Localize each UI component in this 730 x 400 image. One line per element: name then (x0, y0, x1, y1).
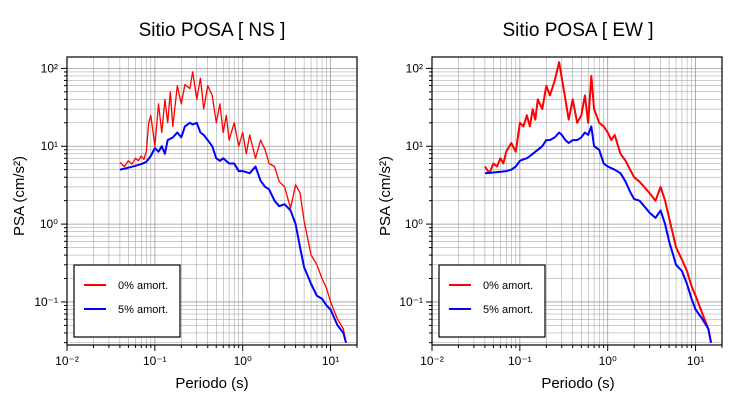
legend: 0% amort. 5% amort. (438, 264, 546, 338)
legend-label: 0% amort. (483, 280, 533, 292)
ticks (61, 67, 358, 351)
legend-label: 0% amort. (118, 280, 168, 292)
x-tick-label: 10⁻² (55, 354, 79, 368)
x-tick-label: 10¹ (322, 354, 339, 368)
ticks (426, 67, 723, 351)
y-tick-label: 10² (41, 61, 58, 75)
x-tick-label: 10⁻¹ (143, 354, 167, 368)
y-axis-label: PSA (cm/s²) (377, 156, 394, 236)
y-tick-label: 10⁻¹ (399, 295, 423, 309)
chart-panel-ns: Sitio POSA [ NS ] Periodo (s) PSA (cm/s²… (11, 20, 358, 392)
x-axis-label: Periodo (s) (175, 375, 248, 392)
y-tick-label: 10⁻¹ (34, 295, 58, 309)
chart-title: Sitio POSA [ NS ] (139, 20, 286, 41)
legend-box (438, 264, 546, 338)
x-tick-label: 10⁻¹ (508, 354, 532, 368)
chart-panel-ew: Sitio POSA [ EW ] Periodo (s) PSA (cm/s²… (377, 20, 723, 392)
chart-title: Sitio POSA [ EW ] (503, 20, 654, 41)
x-tick-label: 10⁻² (420, 354, 444, 368)
y-axis-label: PSA (cm/s²) (11, 156, 28, 236)
legend-box (73, 264, 181, 338)
y-tick-label: 10² (406, 61, 423, 75)
series-line-undamped (119, 71, 347, 343)
y-tick-label: 10¹ (406, 139, 423, 153)
series-line-damped (484, 125, 712, 343)
y-tick-label: 10¹ (41, 139, 58, 153)
legend: 0% amort. 5% amort. (73, 264, 181, 338)
y-tick-label: 10⁰ (40, 217, 58, 231)
x-tick-label: 10⁰ (234, 354, 252, 368)
legend-label: 5% amort. (118, 304, 168, 316)
y-tick-label: 10⁰ (405, 217, 423, 231)
legend-label: 5% amort. (483, 304, 533, 316)
series-line-damped (119, 121, 347, 343)
x-tick-label: 10¹ (687, 354, 704, 368)
x-axis-label: Periodo (s) (541, 375, 614, 392)
x-tick-label: 10⁰ (599, 354, 617, 368)
series-line-undamped (484, 61, 712, 343)
